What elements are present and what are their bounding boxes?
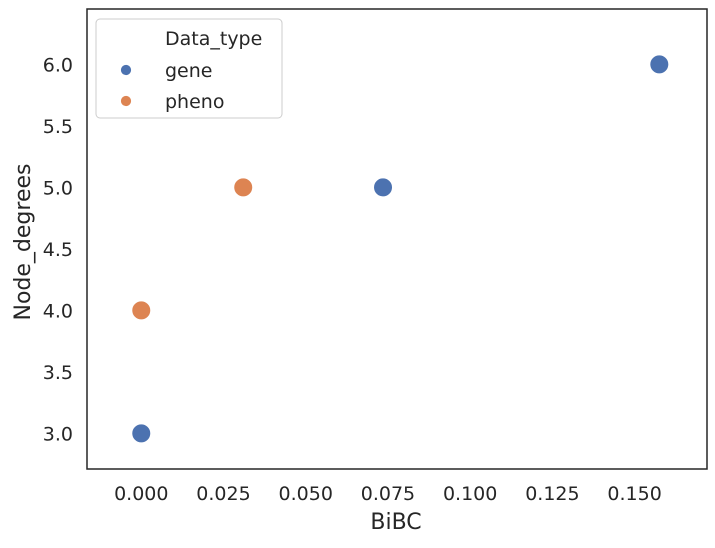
x-tick-label: 0.050 [279,483,333,505]
data-point-gene [373,177,394,198]
legend-marker-gene [120,64,132,76]
x-axis-label: BiBC [370,510,421,535]
data-point-gene [649,54,670,75]
legend-title: Data_type [165,28,262,50]
data-point-pheno [233,177,254,198]
y-tick-label: 4.0 [43,300,73,322]
y-tick-label: 3.0 [43,423,73,445]
x-tick-label: 0.150 [607,483,661,505]
points-layer [131,54,670,444]
x-tick-label: 0.100 [443,483,497,505]
y-axis-ticks: 3.0 3.5 4.0 4.5 5.0 5.5 6.0 [43,54,73,445]
x-tick-label: 0.125 [525,483,579,505]
legend-label-pheno: pheno [165,91,224,113]
y-tick-label: 6.0 [43,54,73,76]
y-tick-label: 4.5 [43,239,73,261]
legend: Data_type gene pheno [95,18,283,119]
y-tick-label: 5.0 [43,177,73,199]
x-tick-label: 0.000 [114,483,168,505]
y-axis-label: Node_degrees [11,164,36,321]
legend-label-gene: gene [165,60,212,82]
legend-marker-pheno [120,95,132,107]
x-axis-ticks: 0.000 0.025 0.050 0.075 0.100 0.125 0.150 [114,483,662,505]
y-tick-label: 5.5 [43,116,73,138]
legend-entries: gene pheno [120,60,224,113]
x-tick-label: 0.075 [361,483,415,505]
y-tick-label: 3.5 [43,362,73,384]
data-point-gene [131,423,152,444]
legend-box [95,18,283,119]
data-point-pheno [131,300,152,321]
x-tick-label: 0.025 [196,483,250,505]
